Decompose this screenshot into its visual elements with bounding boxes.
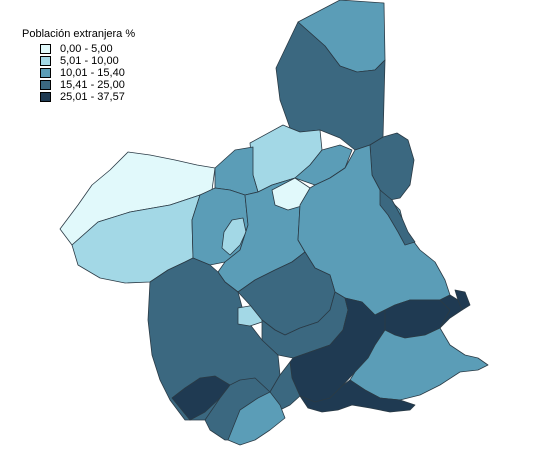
region-east-strip: [379, 189, 416, 246]
region-center-west-lake: [221, 217, 247, 256]
legend-label: 10,01 - 15,40: [60, 67, 125, 79]
legend-swatch: [40, 68, 51, 78]
legend-label: 25,01 - 37,57: [60, 91, 125, 103]
legend-items: 0,00 - 5,00 5,01 - 10,00 10,01 - 15,40 15,4…: [22, 43, 135, 103]
legend-label: 5,01 - 10,00: [60, 55, 119, 67]
legend-swatch: [40, 92, 51, 102]
legend-swatch: [40, 44, 51, 54]
legend-item: 25,01 - 37,57: [40, 91, 135, 103]
region-coast-tip: [454, 289, 471, 311]
legend-item: 15,41 - 25,00: [40, 79, 135, 91]
region-coast-east: [439, 294, 463, 329]
region-south-coast: [227, 391, 286, 446]
region-south: [204, 361, 301, 441]
legend-item: 5,01 - 10,00: [40, 55, 135, 67]
region-far-south: [299, 379, 416, 413]
legend-label: 0,00 - 5,00: [60, 43, 113, 55]
legend-swatch: [40, 80, 51, 90]
legend-swatch: [40, 56, 51, 66]
region-center-west-a: [214, 146, 259, 196]
legend-item: 0,00 - 5,00: [40, 43, 135, 55]
legend-item: 10,01 - 15,40: [40, 67, 135, 79]
legend-title: Población extranjera %: [22, 28, 136, 40]
legend-label: 15,41 - 25,00: [60, 79, 125, 91]
legend: Población extranjera % 0,00 - 5,00 5,01 -…: [22, 28, 135, 103]
region-cartagena: [349, 327, 489, 401]
